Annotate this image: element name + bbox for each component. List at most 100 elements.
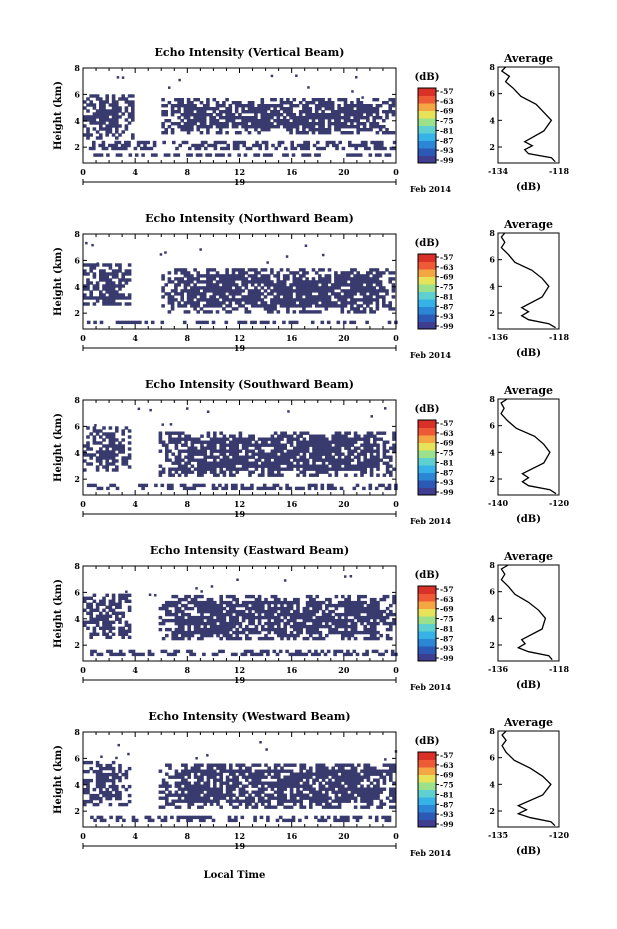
echo-cell [102,793,106,798]
echo-cell [206,609,211,614]
echo-cell [280,434,284,438]
echo-cell [343,304,348,308]
echo-cell [241,440,246,444]
echo-cell [177,636,182,641]
echo-cell [334,473,339,477]
echo-cell [209,787,214,791]
echo-cell [92,143,96,148]
echo-cell [250,268,255,272]
echo-cell [302,766,307,770]
echo-cell [225,594,230,599]
echo-cell [158,431,163,435]
echo-cell [197,778,201,782]
echo-cell [312,440,316,444]
echo-cell [296,434,300,438]
echo-cell [378,289,383,293]
echo-cell [366,286,370,290]
echo-cell [254,286,258,290]
echo-cell [209,627,214,632]
echo-cell [356,283,360,287]
echo-cell [334,781,339,785]
echo-cell [120,143,125,148]
echo-cell [382,594,387,599]
echo-cell [257,799,262,803]
echo-cell [174,122,178,126]
echo-cell [315,636,319,641]
echo-cell [108,109,113,113]
echo-cell [312,434,316,438]
echo-cell [218,304,223,308]
echo-cell [209,443,214,447]
echo-cell [214,153,219,157]
echo-cell [325,470,329,474]
echo-cell [336,818,341,823]
echo-cell [250,107,255,111]
echo-cell [366,437,371,441]
echo-cell [209,467,214,471]
echo-cell [341,790,345,794]
echo-cell [299,612,303,617]
echo-cell [245,612,249,617]
echo-cell [359,128,364,132]
echo-cell [369,467,374,471]
echo-cell [219,612,223,617]
echo-cell [289,304,293,308]
echo-cell [269,153,273,157]
echo-cell [121,296,125,300]
colorbar-swatch [418,608,436,617]
echo-cell [161,113,165,117]
echo-cell [270,615,275,620]
echo-cell [324,128,329,132]
echo-cell [232,434,236,438]
echo-cell [321,443,326,447]
echo-cell [321,467,326,471]
echo-cell [363,452,367,456]
echo-cell [337,796,342,800]
echo-cell [328,805,332,809]
echo-cell [292,119,297,123]
echo-cell [203,624,207,629]
echo-cell [166,153,171,157]
echo-cell [289,440,294,444]
echo-cell [117,140,122,145]
echo-cell [209,470,214,474]
echo-cell [111,275,116,279]
echo-cell [171,630,175,635]
echo-cell [202,113,207,117]
echo-cell [270,781,275,785]
echo-cell [235,470,239,474]
echo-cell [260,292,265,296]
colorbar-swatch [418,148,436,156]
echo-cell [204,146,208,151]
echo-cell [254,452,259,456]
echo-cell [387,486,392,491]
echo-cell [369,452,374,456]
echo-cell [232,597,236,602]
echo-cell [166,483,171,488]
echo-cell [270,292,274,296]
echo-cell [260,298,265,302]
echo-cell [188,146,192,151]
echo-cell [305,594,310,599]
echo-cell [190,301,194,305]
echo-cell [321,763,326,767]
echo-cell [270,301,274,305]
echo-cell [363,618,367,623]
echo-cell [248,594,252,599]
echo-cell [102,127,106,131]
echo-cell [138,320,142,325]
echo-cell [105,790,109,795]
echo-cell [118,763,122,768]
echo-cell [170,307,175,311]
echo-cell [222,630,227,635]
echo-cell [347,630,351,635]
echo-cell [363,594,367,599]
x-tick-label: 0 [393,499,399,509]
echo-cell [225,600,230,605]
echo-cell [328,630,332,635]
echo-cell [184,766,188,770]
echo-cell [118,115,122,119]
echo-cell [277,470,281,474]
echo-cell [270,280,274,284]
echo-cell [222,295,226,299]
